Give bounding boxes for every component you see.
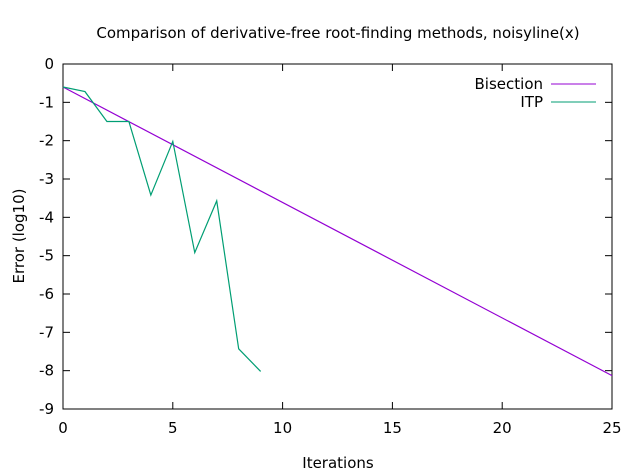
plot-area xyxy=(62,63,613,410)
x-tick-label: 10 xyxy=(273,419,292,437)
y-tick-label: -6 xyxy=(39,285,54,303)
x-tick-label: 20 xyxy=(493,419,512,437)
y-tick-label: -1 xyxy=(39,93,54,111)
y-tick-label: -9 xyxy=(39,400,54,418)
x-tick-label: 15 xyxy=(383,419,402,437)
x-tick-label: 25 xyxy=(602,419,621,437)
x-tick-label: 5 xyxy=(168,419,178,437)
legend: Bisection ITP xyxy=(475,75,596,111)
legend-label-itp: ITP xyxy=(520,93,543,111)
y-tick-label: 0 xyxy=(44,55,54,73)
y-tick-label: -2 xyxy=(39,132,54,150)
legend-label-bisection: Bisection xyxy=(475,75,543,93)
y-tick-label: -5 xyxy=(39,247,54,265)
y-tick-label: -3 xyxy=(39,170,54,188)
y-tick-label: -4 xyxy=(39,208,54,226)
x-tick-label: 0 xyxy=(58,419,68,437)
series-line-itp xyxy=(62,86,262,372)
chart-title: Comparison of derivative-free root-findi… xyxy=(96,24,579,42)
y-axis-title: Error (log10) xyxy=(10,189,28,284)
y-axis: 0 -1 -2 -3 -4 -5 -6 -7 -8 -9 xyxy=(39,55,612,418)
plot-frame xyxy=(62,63,613,410)
series-layer xyxy=(62,86,613,377)
x-axis: 0 5 10 15 20 25 xyxy=(58,64,622,437)
y-tick-label: -7 xyxy=(39,323,54,341)
y-tick-label: -8 xyxy=(39,362,54,380)
series-line-bisection xyxy=(62,86,613,377)
x-axis-title: Iterations xyxy=(302,454,374,472)
